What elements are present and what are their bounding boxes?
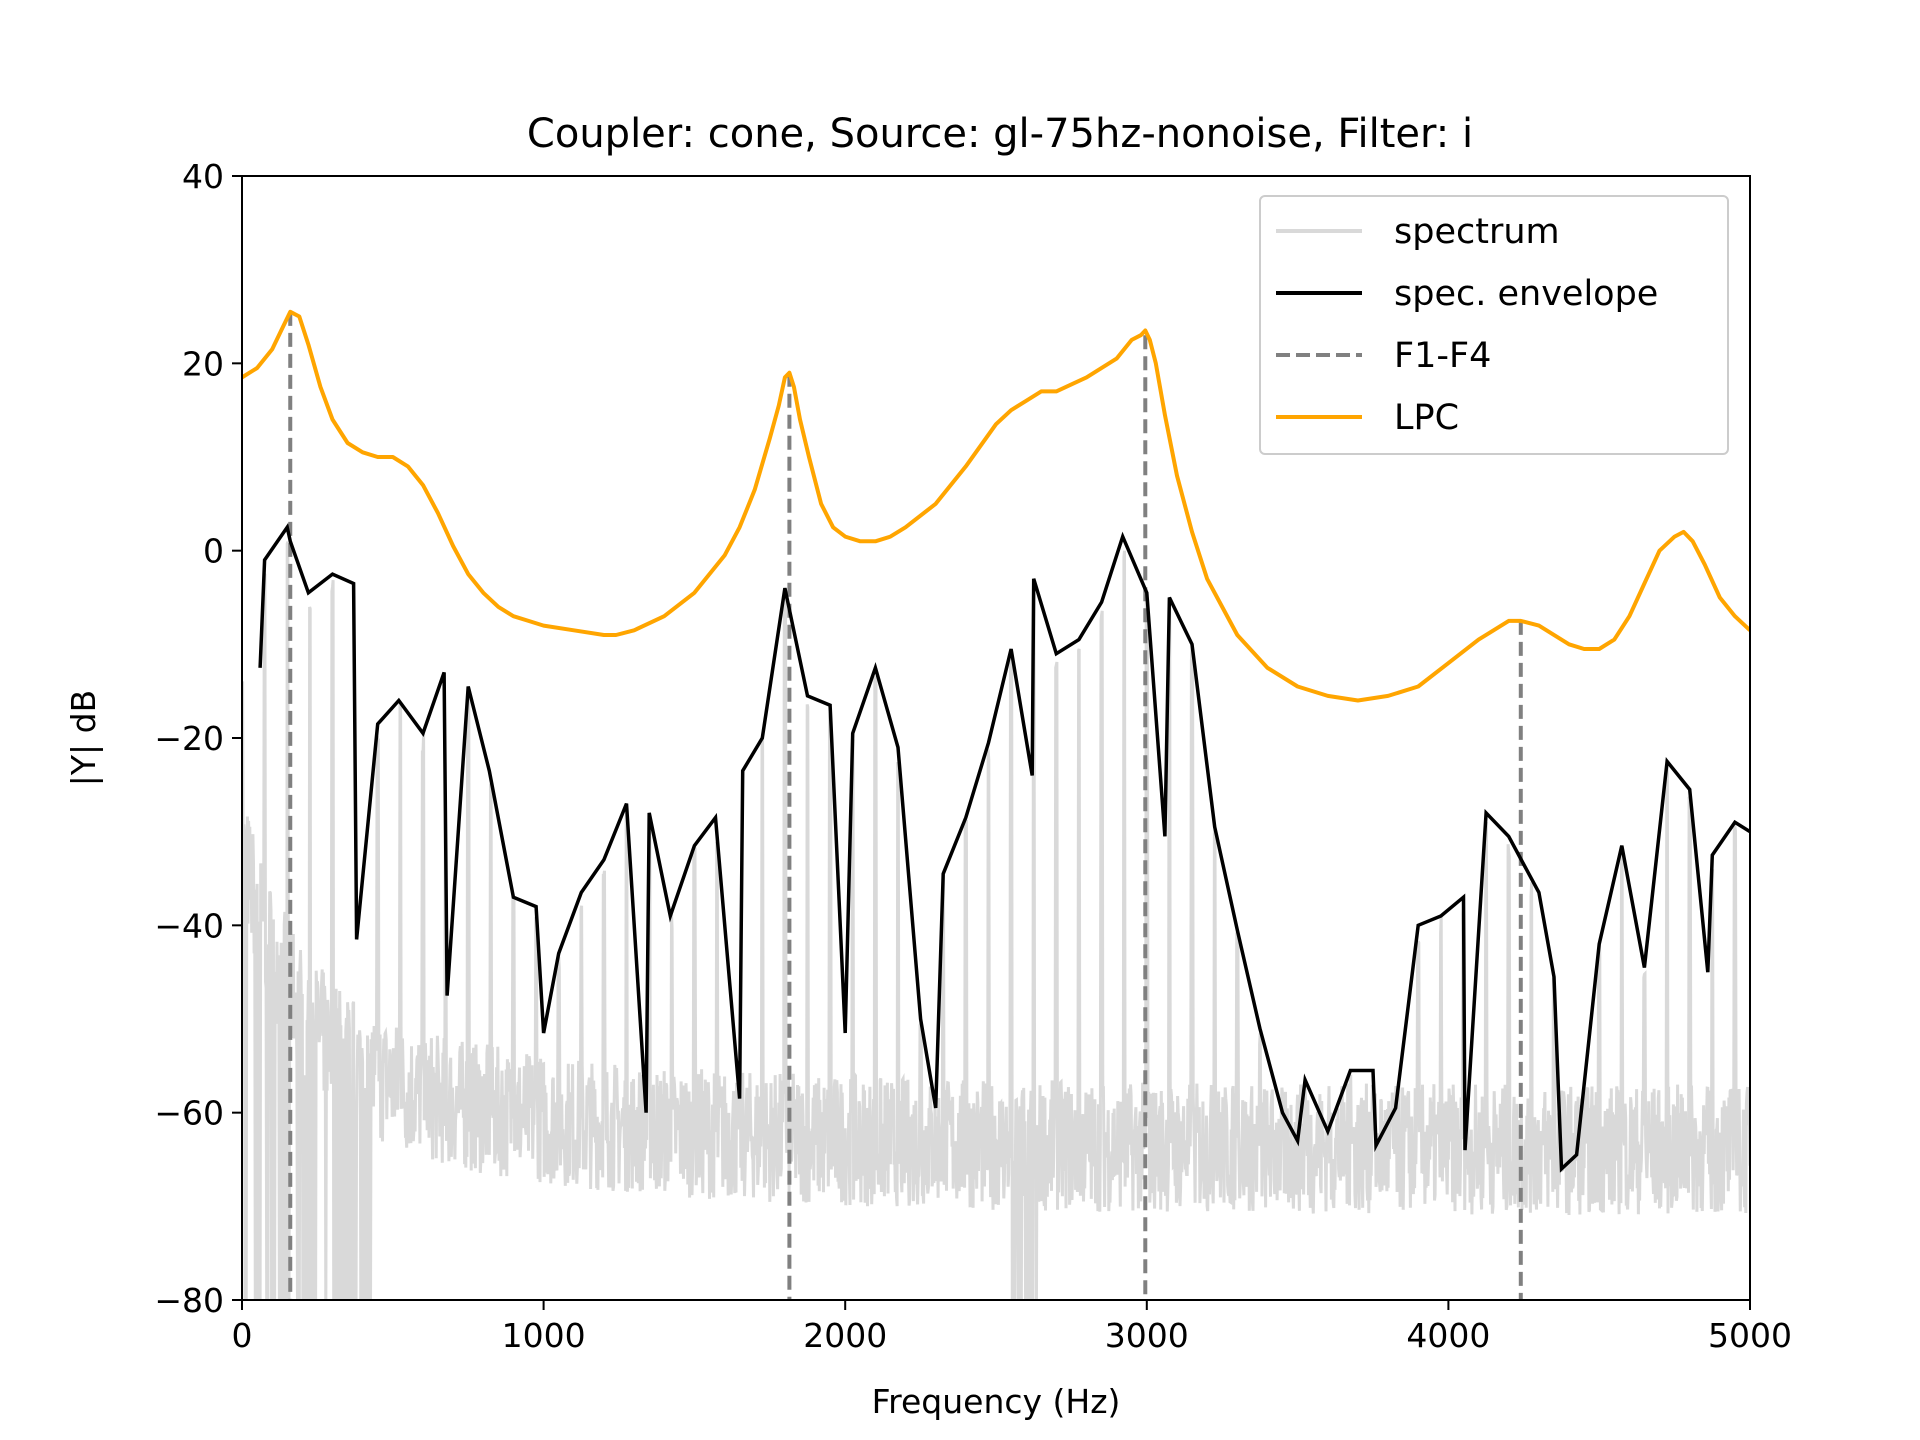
x-tick-label: 5000 (1708, 1316, 1792, 1355)
y-tick-label: −80 (154, 1281, 224, 1320)
spectral-envelope-line (258, 523, 1750, 1173)
x-axis-label: Frequency (Hz) (872, 1382, 1121, 1421)
y-tick-label: −40 (154, 906, 224, 945)
x-tick-label: 1000 (502, 1316, 586, 1355)
y-axis-label: |Y| dB (64, 690, 103, 786)
y-tick-label: 0 (203, 532, 224, 571)
y-tick-label: 40 (182, 157, 224, 196)
legend-label-envelope: spec. envelope (1394, 274, 1658, 314)
x-tick-label: 4000 (1406, 1316, 1490, 1355)
legend-label-formants: F1-F4 (1394, 336, 1491, 376)
x-tick-label: 2000 (803, 1316, 887, 1355)
legend: spectrum spec. envelope F1-F4 LPC (1259, 195, 1729, 455)
legend-box (1259, 195, 1729, 455)
legend-label-lpc: LPC (1394, 398, 1459, 438)
y-tick-label: −20 (154, 719, 224, 758)
x-tick-label: 0 (232, 1316, 253, 1355)
y-tick-label: −60 (154, 1094, 224, 1133)
x-tick-label: 3000 (1105, 1316, 1189, 1355)
chart-title: Coupler: cone, Source: gl-75hz-nonoise, … (527, 111, 1473, 157)
legend-label-spectrum: spectrum (1394, 212, 1560, 252)
y-tick-label: 20 (182, 344, 224, 383)
lpc-curve (242, 309, 1750, 703)
spectrum-line (242, 541, 1750, 1300)
